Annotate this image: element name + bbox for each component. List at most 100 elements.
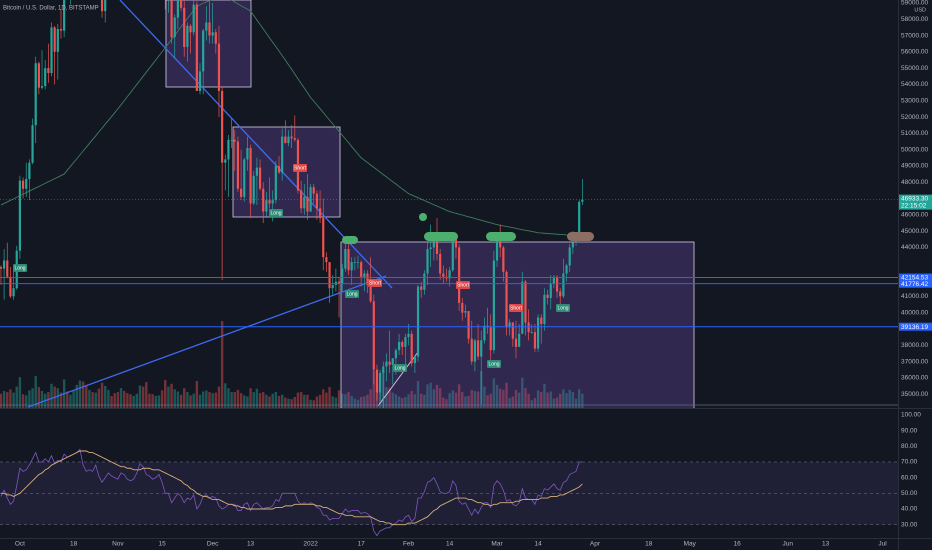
trade-label: Long: [557, 306, 568, 312]
rsi-ma-line: [0, 450, 583, 526]
candle-body: [404, 337, 407, 347]
candle-body: [337, 281, 341, 284]
volume-bar: [299, 392, 303, 408]
candle-body: [211, 32, 214, 36]
y-tick-label: 58000.00: [901, 16, 928, 23]
candle-body: [527, 322, 530, 333]
x-tick-label: 18: [70, 541, 78, 548]
volume-bar: [350, 395, 353, 408]
volume-bar: [21, 394, 25, 408]
y-tick-label: 55000.00: [901, 65, 928, 72]
rsi-tick-label: 70.00: [901, 459, 918, 466]
volume-bar: [9, 389, 12, 408]
candle-body: [483, 325, 486, 341]
volume-bar: [280, 394, 284, 408]
candle-body: [47, 68, 50, 74]
candle-body: [470, 338, 473, 362]
volume-bar: [85, 385, 88, 408]
volume-bar: [306, 394, 309, 408]
trade-label-box: [345, 290, 359, 298]
candle-body: [508, 322, 511, 328]
rsi-band: [0, 461, 898, 525]
volume-bar: [50, 383, 53, 408]
candle-body: [246, 148, 249, 160]
candle-body: [372, 301, 375, 370]
candle-body: [265, 200, 268, 212]
volume-bar: [186, 392, 189, 408]
volume-bar: [205, 390, 208, 408]
candle-body: [502, 247, 505, 272]
volume-bar: [473, 390, 477, 408]
volume-bar: [524, 388, 527, 408]
y-tick-label: 52000.00: [901, 114, 928, 121]
currency-label: USD: [914, 7, 926, 13]
candle-body: [255, 167, 258, 176]
volume-bar: [385, 387, 388, 408]
candle-body: [214, 32, 217, 44]
volume-bar: [495, 384, 499, 408]
y-tick-label: 37000.00: [901, 358, 928, 365]
volume-bar: [230, 392, 233, 408]
y-tick-label: 50000.00: [901, 146, 928, 153]
volume-bar: [110, 395, 113, 408]
rsi-tick-label: 80.00: [901, 443, 918, 450]
y-tick-label: 54000.00: [901, 81, 928, 88]
volume-bar: [151, 394, 154, 408]
candle-body: [293, 138, 296, 140]
volume-bar: [129, 394, 132, 408]
volume-bar: [262, 392, 265, 408]
candle-body: [543, 294, 546, 325]
x-tick-label: Oct: [15, 541, 25, 548]
candle-body: [268, 200, 271, 204]
volume-bar: [290, 399, 293, 408]
candle-body: [369, 284, 372, 302]
x-tick-label: 16: [734, 541, 742, 548]
price-layer: [0, 0, 898, 408]
candle-body: [568, 247, 571, 266]
volume-bar: [505, 382, 508, 408]
candle-body: [224, 159, 227, 163]
candle-body: [341, 268, 344, 284]
trade-label: Long: [270, 211, 281, 217]
trade-label: Long: [394, 366, 405, 372]
candle-body: [540, 317, 543, 325]
volume-bar: [296, 392, 300, 408]
volume-bar: [179, 394, 183, 408]
volume-bar: [416, 381, 420, 408]
x-tick-label: 14: [534, 541, 542, 548]
volume-bar: [552, 398, 556, 408]
volume-bar: [91, 392, 94, 408]
volume-bar: [492, 378, 496, 408]
volume-bar: [31, 388, 34, 408]
trade-label-box: [509, 304, 523, 312]
volume-bar: [34, 376, 37, 408]
volume-bar: [138, 385, 142, 408]
y-tick-label: 53000.00: [901, 97, 928, 104]
candle-body: [360, 262, 363, 277]
x-tick-label: 13: [247, 541, 255, 548]
volume-bar: [28, 390, 31, 408]
candle-body: [315, 193, 319, 209]
volume-bar: [369, 389, 372, 408]
y-tick-label: 51000.00: [901, 130, 928, 137]
candle-body: [514, 338, 518, 347]
candle-body: [189, 25, 192, 33]
volume-bar: [555, 397, 559, 408]
candle-body: [44, 68, 47, 87]
candle-body: [53, 27, 56, 52]
volume-bar: [214, 392, 218, 408]
volume-bar: [173, 389, 176, 408]
candle-body: [533, 332, 537, 349]
volume-bar: [78, 380, 82, 408]
volume-bar: [208, 392, 211, 408]
x-tick-label: 17: [358, 541, 366, 548]
volume-bar: [489, 393, 492, 408]
volume-bar: [341, 393, 344, 408]
candle-body: [12, 288, 15, 297]
volume-bar: [543, 383, 546, 408]
candle-body: [63, 0, 66, 31]
candle-body: [565, 265, 568, 274]
volume-bar: [40, 390, 44, 408]
y-tick-label: 48000.00: [901, 179, 928, 186]
